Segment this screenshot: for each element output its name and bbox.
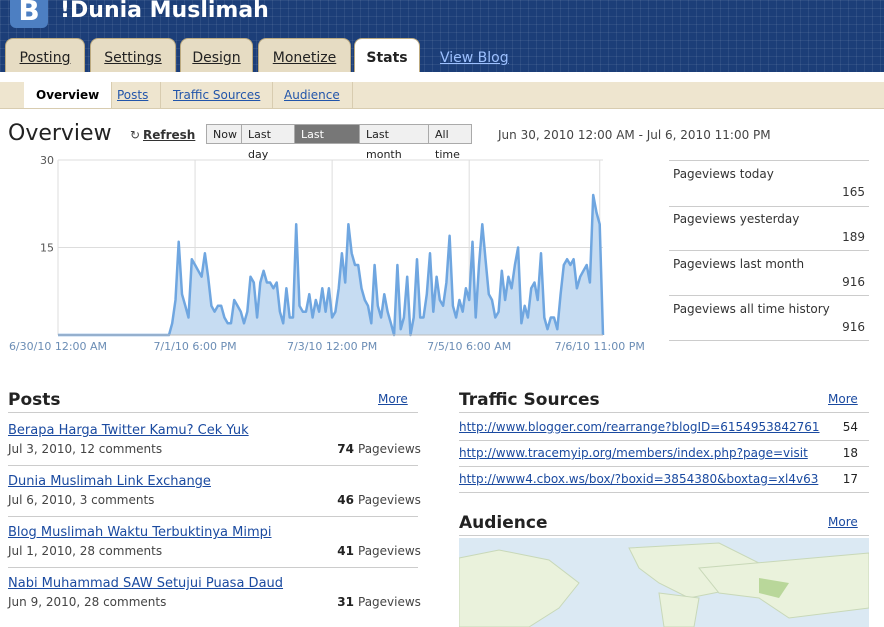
post-title[interactable]: Blog Muslimah Waktu Terbuktinya Mimpi	[8, 525, 272, 540]
date-range: Jun 30, 2010 12:00 AM - Jul 6, 2010 11:0…	[498, 128, 771, 142]
tab[interactable]: Monetize	[258, 38, 351, 72]
traffic-more[interactable]: More	[828, 392, 858, 406]
stat-value: 189	[842, 230, 865, 244]
post-meta: Jun 9, 2010, 28 comments	[8, 595, 167, 609]
tab[interactable]: Design	[180, 38, 253, 72]
post-meta: Jul 6, 2010, 3 comments	[8, 493, 155, 507]
tab[interactable]: Settings	[90, 38, 176, 72]
x-tick-label: 6/30/10 12:00 AM	[9, 340, 107, 353]
audience-more[interactable]: More	[828, 515, 858, 529]
logo[interactable]: B	[10, 0, 48, 28]
post-unit: Pageviews	[358, 442, 421, 456]
posts-title: Posts	[8, 390, 61, 410]
post-count: 31	[337, 595, 354, 609]
stat-value: 916	[842, 275, 865, 289]
range-button[interactable]: Now	[206, 124, 242, 144]
subtab[interactable]: Traffic Sources	[161, 82, 274, 108]
traffic-url[interactable]: http://www4.cbox.ws/box/?boxid=3854380&b…	[459, 472, 819, 486]
y-tick-label: 15	[40, 242, 54, 255]
stat-row	[669, 295, 869, 341]
x-tick-label: 7/5/10 6:00 AM	[427, 340, 511, 353]
range-button[interactable]: Last day	[241, 124, 295, 161]
audience-map	[459, 538, 869, 627]
traffic-count: 17	[842, 472, 858, 486]
post-count: 46	[337, 493, 354, 507]
area-fill	[58, 195, 603, 335]
stat-row	[669, 160, 869, 207]
divider	[8, 412, 418, 413]
x-tick-label: 7/3/10 12:00 PM	[287, 340, 377, 353]
traffic-url[interactable]: http://www.blogger.com/rearrange?blogID=…	[459, 420, 820, 434]
x-tick-label: 7/6/10 11:00 PM	[555, 340, 645, 353]
post-unit: Pageviews	[358, 595, 421, 609]
divider	[459, 412, 869, 413]
header: B !Dunia Muslimah Posting Settings Desig…	[0, 0, 884, 72]
chart: 15 30 6/30/10 12:00 AM 7/1/10 6:00 PM 7/3/10…	[9, 154, 645, 353]
range-button[interactable]: Last week	[294, 124, 360, 161]
traffic-title: Traffic Sources	[459, 390, 600, 410]
post-title[interactable]: Nabi Muhammad SAW Setujui Puasa Daud	[8, 576, 284, 591]
post-meta: Jul 1, 2010, 28 comments	[8, 544, 163, 558]
stat-row	[669, 250, 869, 296]
stat-row	[669, 205, 869, 251]
line	[58, 193, 605, 337]
refresh-icon[interactable]: ↻	[130, 128, 141, 142]
y-tick-label: 30	[40, 154, 54, 167]
divider	[459, 535, 869, 536]
post-count: 41	[337, 544, 354, 558]
divider	[8, 567, 418, 568]
audience-title: Audience	[459, 513, 548, 533]
post-count: 74	[337, 442, 354, 456]
divider	[459, 466, 869, 467]
post-unit: Pageviews	[358, 544, 421, 558]
subtab[interactable]: Posts	[105, 82, 162, 108]
divider	[459, 440, 869, 441]
stat-label: Pageviews last month	[673, 257, 805, 271]
range-button[interactable]: Last month	[359, 124, 429, 161]
tab-active[interactable]: Stats	[354, 38, 420, 72]
stat-value: 916	[842, 320, 865, 334]
overview-title: Overview	[8, 121, 112, 146]
traffic-url[interactable]: http://www.tracemyip.org/members/index.p…	[459, 446, 808, 460]
range-button[interactable]: All time	[428, 124, 472, 161]
traffic-count: 54	[842, 420, 858, 434]
subtab-active[interactable]: Overview	[24, 82, 113, 108]
stat-label: Pageviews today	[673, 167, 774, 181]
post-title[interactable]: Berapa Harga Twitter Kamu? Cek Yuk	[8, 423, 249, 438]
divider	[8, 465, 418, 466]
divider	[8, 516, 418, 517]
subtab-bar: Overview Posts Traffic Sources Audience	[0, 82, 884, 109]
stat-value: 165	[842, 185, 865, 199]
divider	[459, 492, 869, 493]
post-unit: Pageviews	[358, 493, 421, 507]
stat-label: Pageviews yesterday	[673, 212, 800, 226]
posts-more[interactable]: More	[378, 392, 408, 406]
tab[interactable]: Posting	[5, 38, 85, 72]
view-blog-link[interactable]: View Blog	[440, 50, 509, 66]
blog-title: !Dunia Muslimah	[60, 0, 269, 23]
x-tick-label: 7/1/10 6:00 PM	[153, 340, 236, 353]
stat-label: Pageviews all time history	[673, 302, 830, 316]
post-meta: Jul 3, 2010, 12 comments	[8, 442, 163, 456]
refresh-link[interactable]: Refresh	[143, 128, 196, 142]
subtab[interactable]: Audience	[272, 82, 353, 108]
post-title[interactable]: Dunia Muslimah Link Exchange	[8, 474, 211, 489]
traffic-count: 18	[842, 446, 858, 460]
